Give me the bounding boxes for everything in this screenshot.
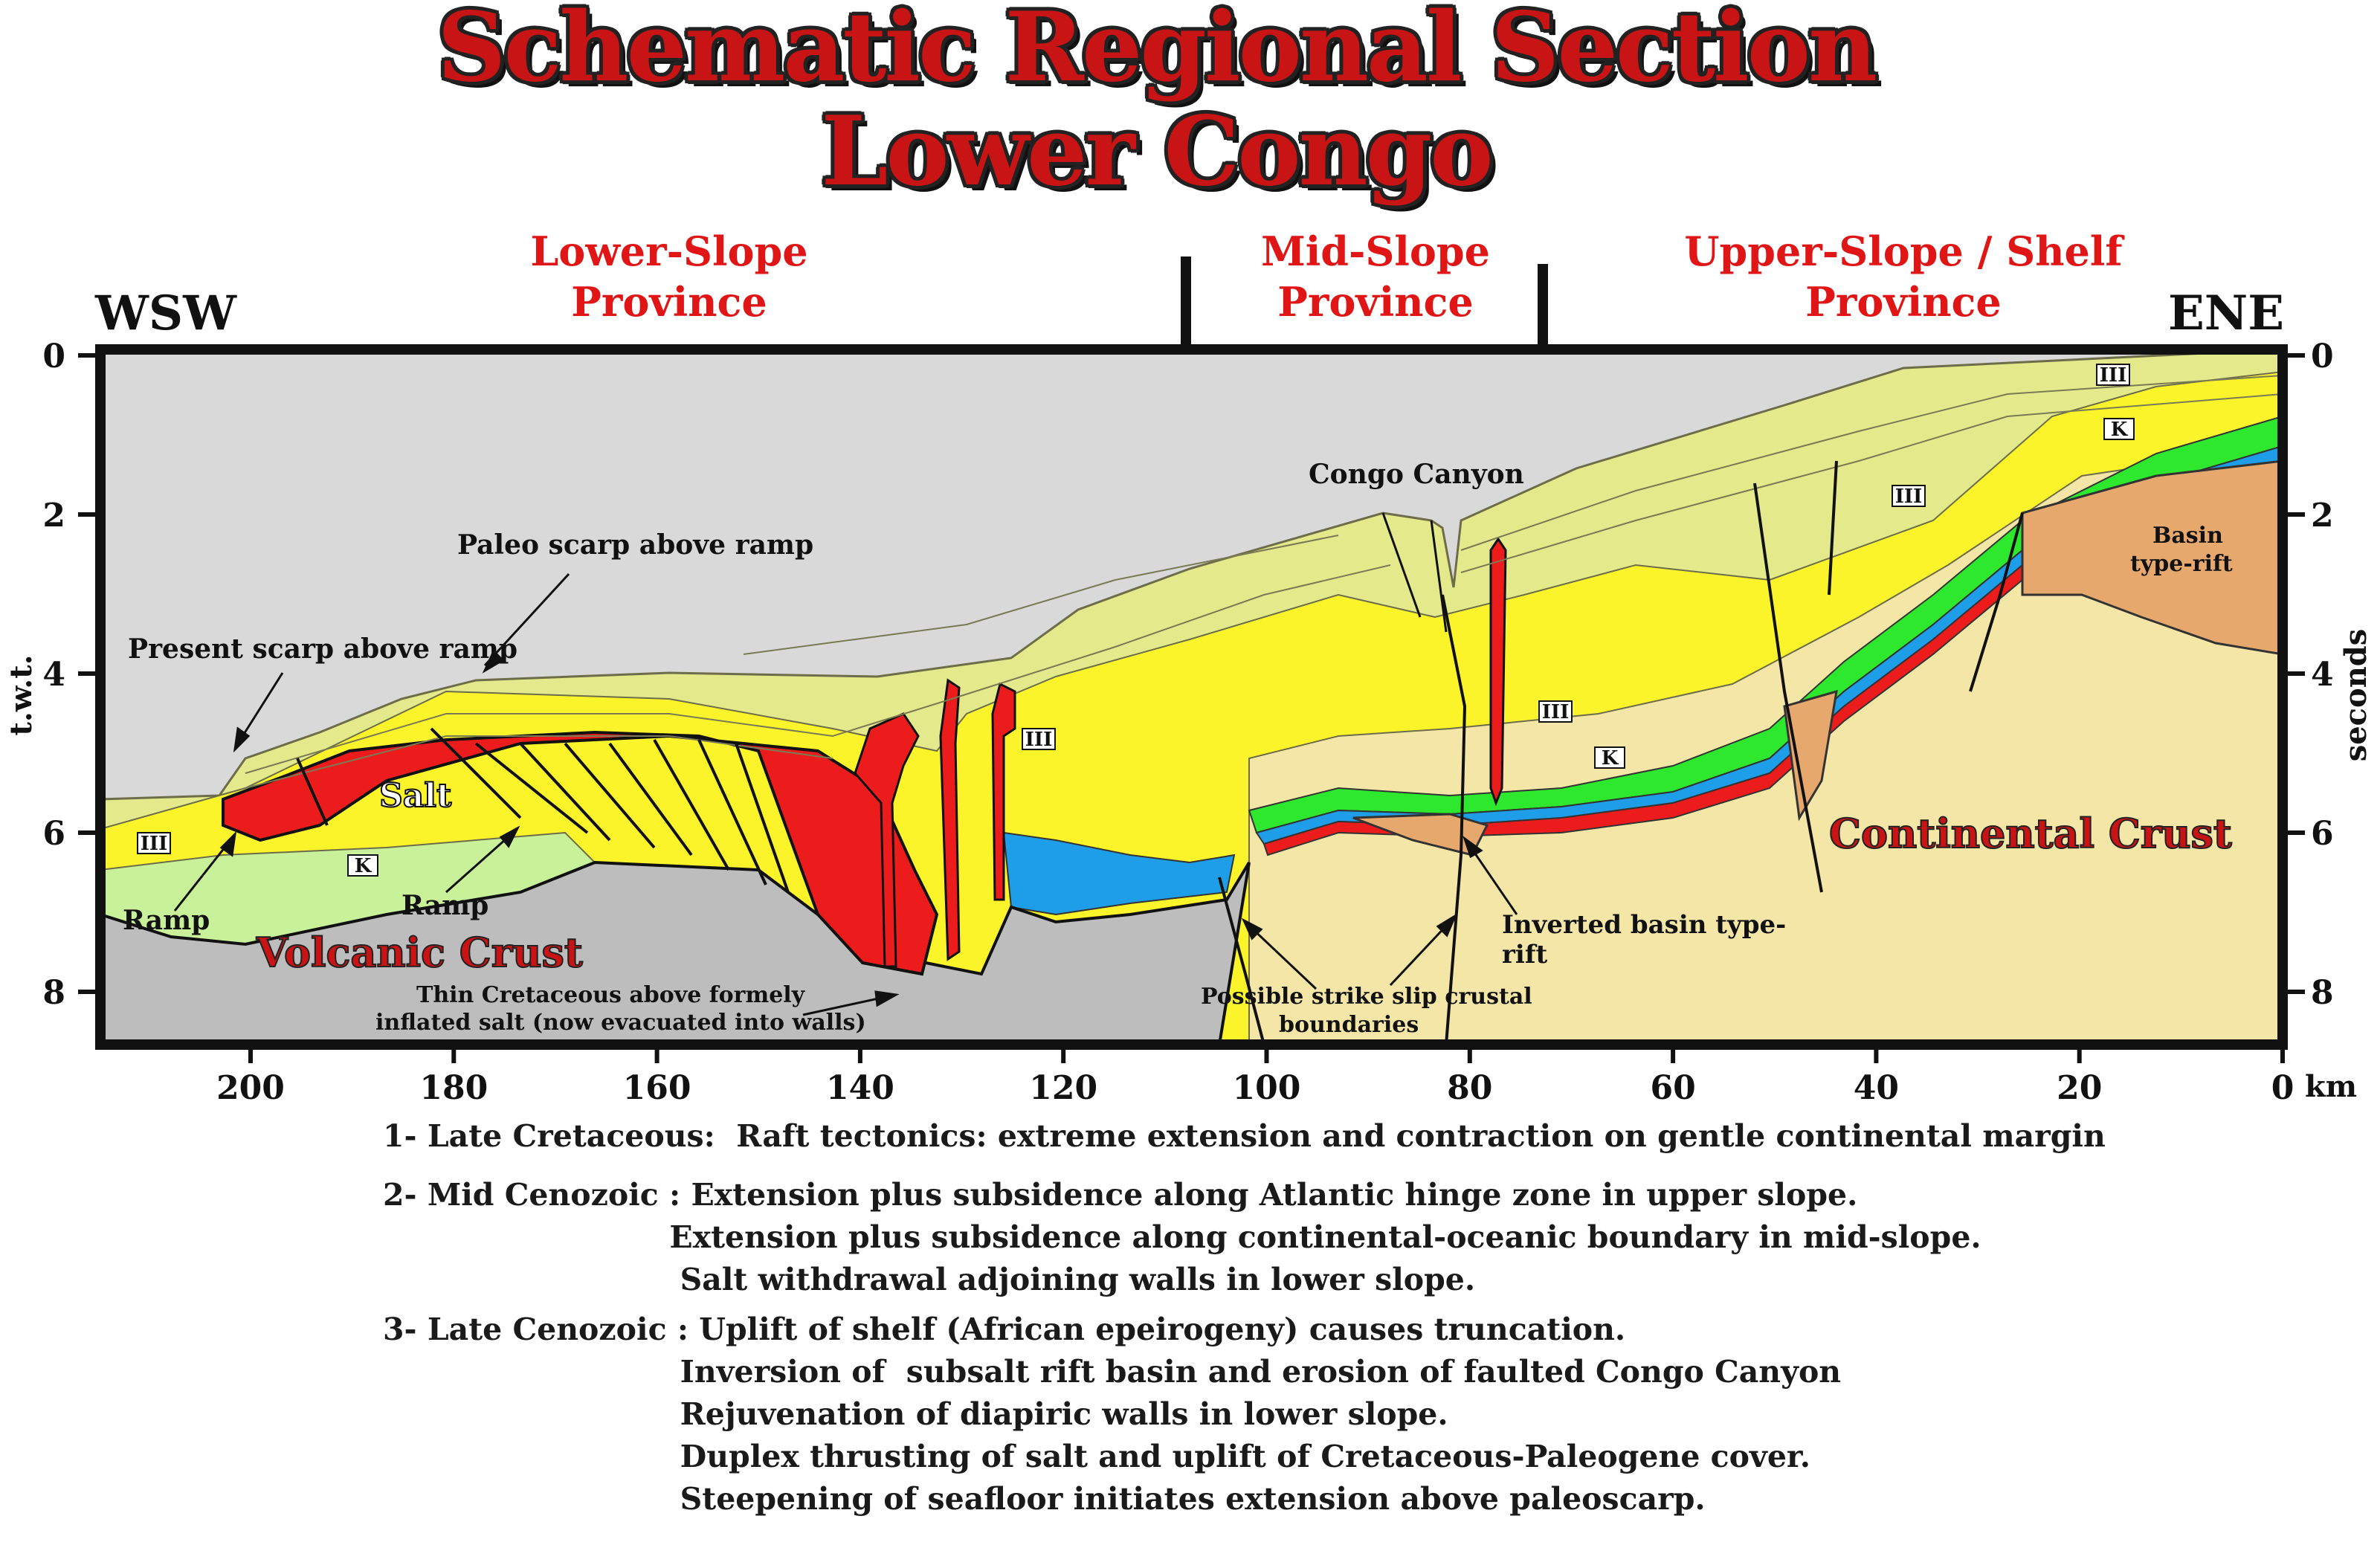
label-thin-cretaceous-2: inflated salt (now evacuated into walls) [375, 1010, 866, 1036]
x-tick-label: 80 [1447, 1069, 1492, 1107]
y-axis-right-label: seconds [2338, 629, 2373, 762]
basin-rift-small [1783, 689, 1838, 822]
unit-III-left: III [141, 833, 168, 855]
x-tick-label: 0 [2271, 1069, 2294, 1107]
x-tick-label: 100 [1233, 1069, 1301, 1107]
y-tick-right-6: 6 [2311, 815, 2334, 853]
y-tick-left-0: 0 [42, 338, 65, 375]
notes-block: 1- Late Cretaceous: Raft tectonics: extr… [383, 1115, 2106, 1520]
province-lower-slope-line2: Province [571, 278, 767, 326]
province-mid-slope: Mid-Slope Province [1219, 226, 1532, 327]
unit-K-shelf: K [2111, 419, 2129, 441]
label-strike-slip-1: Possible strike slip crustal [1201, 984, 1532, 1010]
note-line-9: Steepening of seafloor initiates extensi… [383, 1481, 1706, 1517]
canyon-faults [1381, 512, 1448, 633]
label-volcanic-crust: Volcanic Crust [256, 929, 583, 976]
unit-tags: III K III III K III III K [137, 364, 2135, 877]
diagram-labels: Congo Canyon Paleo scarp above ramp Pres… [123, 459, 2233, 1038]
x-tick-label: 20 [2057, 1069, 2102, 1107]
section-frame [95, 344, 2288, 1050]
unit-III-mid: III [1025, 729, 1053, 751]
label-ramp-left: Ramp [123, 905, 210, 936]
label-present-scarp: Present scarp above ramp [128, 633, 517, 665]
unit-III-shelf: III [2100, 364, 2127, 387]
label-strike-slip-2: boundaries [1279, 1012, 1419, 1038]
x-tick-label: 120 [1029, 1069, 1097, 1107]
title-line-1: Schematic Regional Section [437, 0, 1877, 103]
y-tick-left-6: 6 [42, 815, 65, 853]
province-upper-slope-line2: Province [1805, 278, 2002, 326]
note-line-3: Extension plus subsidence along continen… [383, 1219, 1981, 1255]
direction-west: WSW [95, 286, 236, 341]
inverted-basin [1352, 813, 1489, 857]
x-tick-label: 200 [216, 1069, 285, 1107]
volcanic-crust [100, 860, 1251, 1045]
salt-diapir-1 [854, 712, 920, 968]
stratal-lines [245, 375, 2283, 789]
province-lower-slope-line1: Lower-Slope [530, 228, 808, 275]
province-mid-slope-line2: Province [1277, 278, 1474, 326]
x-tick-label: 180 [419, 1069, 488, 1107]
province-upper-slope-line1: Upper-Slope / Shelf [1684, 228, 2123, 275]
province-mid-slope-line1: Mid-Slope [1260, 228, 1491, 275]
unit-K-left: K [355, 855, 373, 877]
blue-band-left [1002, 831, 1236, 916]
x-tick-label: 140 [826, 1069, 894, 1107]
y-tick-left-2: 2 [42, 497, 65, 535]
salt-raft-body [222, 730, 939, 976]
y-tick-right-8: 8 [2311, 974, 2334, 1012]
salt-diapir-2 [939, 678, 961, 961]
y-tick-right-0: 0 [2311, 338, 2334, 375]
y-axis-left: 0 2 4 6 8 [42, 338, 95, 1012]
x-tick-label: 60 [1650, 1069, 1695, 1107]
unit-K-canyon: K [1602, 747, 1619, 770]
salt-diapir-congo [1489, 537, 1507, 807]
y-axis-left-label: t.w.t. [4, 654, 39, 735]
note-line-2: 2- Mid Cenozoic : Extension plus subside… [383, 1177, 1858, 1213]
x-axis: 200 180 160 140 120 100 80 60 40 20 0 [216, 1050, 2294, 1107]
x-tick-label: 160 [623, 1069, 691, 1107]
province-upper-slope: Upper-Slope / Shelf Province [1651, 226, 2156, 327]
label-congo-canyon: Congo Canyon [1309, 459, 1524, 490]
label-basin-rift-2: type-rift [2130, 551, 2233, 577]
y-tick-left-8: 8 [42, 974, 65, 1012]
y-tick-right-4: 4 [2311, 656, 2334, 694]
label-inverted-basin-1: Inverted basin type- [1502, 910, 1786, 940]
label-paleo-scarp: Paleo scarp above ramp [457, 529, 813, 561]
salt-diapir-3 [991, 682, 1016, 901]
x-tick-label: 40 [1854, 1069, 1899, 1107]
unit-III-canyon: III [1542, 701, 1570, 723]
note-line-5: 3- Late Cenozoic : Uplift of shelf (Afri… [383, 1312, 1626, 1347]
pointer-arrows [173, 572, 1518, 1016]
y-tick-left-4: 4 [42, 656, 65, 694]
unit-III-upper: III [1895, 485, 1923, 508]
label-continental-crust: Continental Crust [1829, 810, 2232, 857]
label-thin-cretaceous-1: Thin Cretaceous above formely [416, 982, 806, 1008]
note-line-4: Salt withdrawal adjoining walls in lower… [383, 1262, 1476, 1297]
note-line-1: 1- Late Cretaceous: Raft tectonics: extr… [383, 1118, 2106, 1154]
raft-faults [296, 727, 790, 893]
direction-east: ENE [2168, 286, 2285, 341]
label-salt: Salt [379, 777, 452, 815]
province-lower-slope: Lower-Slope Province [476, 226, 862, 327]
crustal-faults [1218, 460, 2024, 1045]
note-line-6: Inversion of subsalt rift basin and eros… [383, 1354, 1842, 1390]
title-line-2: Lower Congo [821, 96, 1493, 207]
y-tick-right-2: 2 [2311, 497, 2334, 535]
y-axis-right: 0 2 4 6 8 [2288, 338, 2334, 1012]
note-line-7: Rejuvenation of diapiric walls in lower … [383, 1396, 1448, 1432]
note-line-8: Duplex thrusting of salt and uplift of C… [383, 1439, 1811, 1474]
x-axis-unit: km [2305, 1069, 2357, 1104]
label-basin-rift-1: Basin [2152, 523, 2223, 549]
label-ramp-mid: Ramp [401, 890, 488, 921]
label-inverted-basin-2: rift [1502, 940, 1547, 970]
basin-rift-east [2021, 459, 2283, 656]
